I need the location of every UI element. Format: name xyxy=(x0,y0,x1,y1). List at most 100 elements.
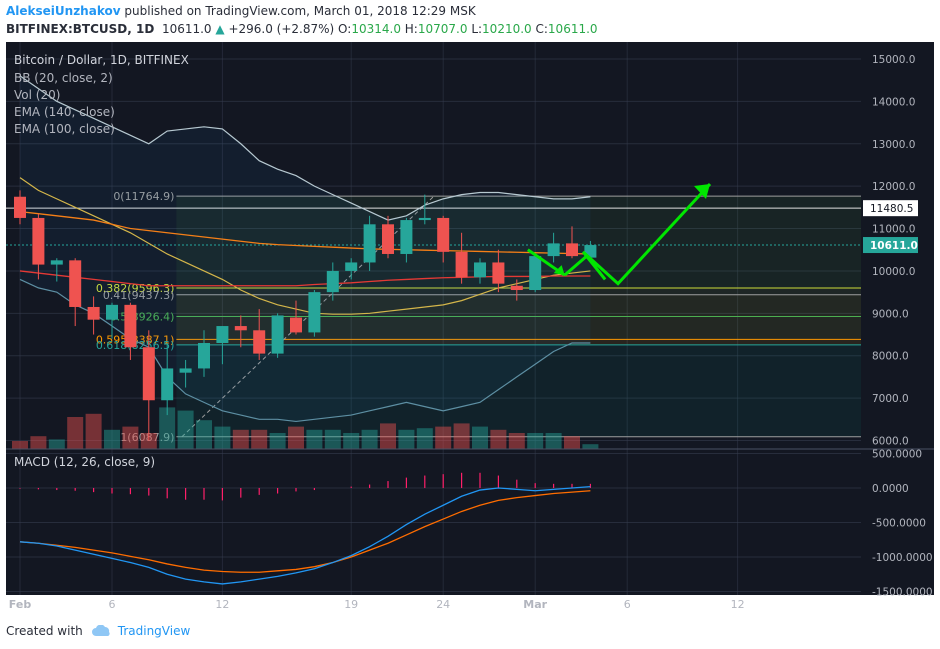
candle-body xyxy=(179,368,192,373)
volume-bar xyxy=(361,429,378,449)
candle-body xyxy=(216,326,229,344)
macd-tick-label: 500.0000 xyxy=(872,448,922,460)
legend-indicator: EMA (140, close) xyxy=(14,105,115,119)
macd-legend-label: MACD (12, 26, close, 9) xyxy=(14,455,155,469)
candle-body xyxy=(271,315,284,354)
volume-bar xyxy=(453,423,470,449)
candle-body xyxy=(253,330,266,354)
open-label: O: xyxy=(338,22,352,36)
volume-bar xyxy=(472,426,488,449)
footer: Created with TradingView xyxy=(6,624,190,638)
open-value: 10314.0 xyxy=(351,22,401,36)
price-change: +296.0 (+2.87%) xyxy=(228,22,335,36)
tradingview-link[interactable]: TradingView xyxy=(91,624,191,638)
low-label: L: xyxy=(471,22,483,36)
price-tick-label: 11000.0 xyxy=(872,224,915,236)
bollinger-bands xyxy=(19,75,591,423)
created-with-text: Created with xyxy=(6,624,83,638)
candle-body xyxy=(14,196,26,218)
candle-body xyxy=(345,262,358,271)
price-chart[interactable]: 0(11764.9)0.382(9596.3)0.41(9437.3)0.5(8… xyxy=(0,42,940,617)
time-tick-label: Feb xyxy=(9,598,32,611)
signal-line xyxy=(19,490,591,573)
candle-body xyxy=(455,251,468,278)
macd-tick-label: 0.0000 xyxy=(872,483,909,495)
candle-body xyxy=(124,304,137,348)
volume-bar xyxy=(251,429,268,449)
bb-fill xyxy=(20,75,591,422)
candle-body xyxy=(106,304,118,320)
candle-body xyxy=(529,256,542,291)
author-name[interactable]: AlekseiUnzhakov xyxy=(6,4,121,18)
price-tick-label: 12000.0 xyxy=(872,181,915,193)
candle-body xyxy=(474,262,486,278)
tradingview-brand: TradingView xyxy=(117,624,191,638)
candle-body xyxy=(363,224,376,263)
candle-body xyxy=(437,217,450,252)
candle-body xyxy=(234,326,247,331)
candle-body xyxy=(308,292,321,333)
bb-lower-line xyxy=(19,278,591,423)
cloud-icon xyxy=(91,625,110,636)
volume-bar xyxy=(122,426,139,449)
volume-bar xyxy=(324,429,341,449)
price-tick-label: 6000.0 xyxy=(872,436,909,448)
legend-indicator: Vol (20) xyxy=(14,88,60,102)
fib-level-label: 0(11764.9) xyxy=(113,190,174,203)
ema-140-line xyxy=(19,210,591,255)
chart-legend: Bitcoin / Dollar, 1D, BITFINEX BB (20, cl… xyxy=(14,53,189,469)
fib-level-label: 1(6087.9) xyxy=(120,431,174,444)
candle-body xyxy=(400,220,413,254)
volume-bar xyxy=(140,433,157,449)
volume-bar xyxy=(306,429,323,449)
fib-level-label: 0.41(9437.3) xyxy=(103,289,175,302)
candle-body xyxy=(161,368,174,401)
time-tick-label: 24 xyxy=(436,598,450,611)
close-value: 10611.0 xyxy=(547,22,598,36)
price-tick-label: 7000.0 xyxy=(872,393,909,405)
low-value: 10210.0 xyxy=(482,22,532,36)
volume-bar xyxy=(269,433,286,449)
forecast-arrow-path xyxy=(563,183,712,286)
volume-bar xyxy=(232,429,249,449)
bb-upper-line xyxy=(19,75,591,221)
forecast-arrows xyxy=(526,183,712,286)
candlesticks xyxy=(14,190,597,441)
price-label-bg xyxy=(863,200,918,217)
volume-bar xyxy=(416,428,433,449)
volume-bar xyxy=(177,410,194,449)
price-tick-label: 15000.0 xyxy=(872,54,915,66)
fib-zone xyxy=(176,196,861,289)
publish-info: AlekseiUnzhakov published on TradingView… xyxy=(6,4,476,18)
horizontal-line-price-label: 11480.5 xyxy=(870,203,913,215)
volume-bar xyxy=(545,433,562,449)
volume-bar xyxy=(104,429,120,449)
candle-body xyxy=(69,260,82,307)
candle-body xyxy=(547,243,560,257)
time-tick-label: 6 xyxy=(624,598,631,611)
volume-bar xyxy=(30,436,47,449)
volume-bar xyxy=(67,417,84,449)
time-tick-label: 12 xyxy=(215,598,229,611)
arrow-head xyxy=(553,265,565,276)
volume-bar xyxy=(380,423,396,449)
candle-body xyxy=(198,343,210,369)
price-tick-label: 8000.0 xyxy=(872,351,909,363)
volume-bar xyxy=(343,433,360,449)
candle-body xyxy=(290,317,302,333)
candle-body xyxy=(87,306,100,320)
candle-body xyxy=(510,285,523,291)
price-axis xyxy=(861,42,934,595)
volume-bar xyxy=(196,420,212,449)
candle-body xyxy=(382,224,394,254)
volume-bars xyxy=(12,407,599,449)
macd-pane xyxy=(19,472,592,585)
fib-zone xyxy=(176,339,861,345)
candle-body xyxy=(418,217,431,221)
candle-body xyxy=(326,270,339,293)
volume-bar xyxy=(490,429,507,449)
time-tick-label: 12 xyxy=(731,598,745,611)
volume-bar xyxy=(435,426,452,449)
time-tick-label: 19 xyxy=(344,598,358,611)
price-tick-label: 10000.0 xyxy=(872,266,915,278)
